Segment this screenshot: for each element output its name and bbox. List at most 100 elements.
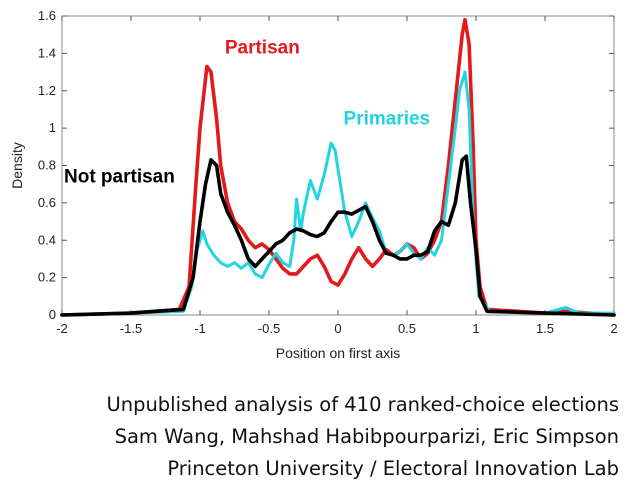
primaries-point [463, 70, 467, 74]
partisan-point [433, 239, 436, 242]
partisan-point [350, 257, 354, 261]
x-tick-label: -1.5 [120, 321, 142, 336]
not-partisan-point [60, 313, 64, 317]
not-partisan-point [240, 239, 243, 242]
not-partisan-point [474, 248, 478, 251]
partisan-point [240, 227, 243, 231]
primaries-point [454, 126, 457, 130]
x-tick-label: -0.5 [258, 321, 280, 336]
partisan-point [463, 18, 467, 22]
y-tick-label: 1.2 [38, 83, 56, 98]
partisan-point [309, 257, 312, 261]
not-partisan-point [612, 313, 616, 317]
partisan-point [329, 280, 333, 283]
primaries-point [212, 253, 216, 257]
not-partisan-point [316, 235, 319, 238]
y-tick-label: 0.8 [38, 158, 56, 173]
partisan-point [412, 246, 416, 249]
not-partisan-point [398, 257, 402, 261]
primaries-point [281, 261, 285, 265]
not-partisan-point [204, 182, 207, 186]
not-partisan-point [433, 229, 436, 233]
not-partisan-point [460, 158, 464, 162]
x-tick-label: -1 [194, 321, 206, 336]
y-tick-label: 0.6 [38, 195, 56, 210]
not-partisan-point [295, 227, 298, 231]
x-tick-label: 0.5 [398, 321, 416, 336]
partisan-point [281, 267, 285, 270]
partisan-point [378, 257, 381, 261]
primaries-point [364, 201, 367, 205]
primaries-point [357, 220, 361, 223]
not-partisan-point [343, 210, 347, 214]
partisan-point [371, 265, 374, 268]
not-partisan-point [385, 252, 388, 255]
not-partisan-point [419, 253, 423, 257]
not-partisan-point [219, 192, 222, 195]
primaries-point [295, 197, 298, 201]
not-partisan-point [267, 250, 271, 253]
not-partisan-point [426, 250, 430, 253]
not-partisan-point [198, 220, 202, 223]
primaries-point [398, 250, 402, 253]
not-partisan-point [357, 209, 361, 212]
not-partisan-point [371, 220, 374, 223]
not-partisan-point [454, 201, 457, 205]
primaries-point [329, 141, 333, 145]
y-tick-label: 1.6 [38, 8, 56, 23]
not-partisan-point [329, 220, 333, 223]
primaries-point [205, 242, 209, 246]
caption-line-3: Princeton University / Electoral Innovat… [167, 457, 619, 480]
partisan-point [322, 265, 326, 268]
primaries-point [233, 261, 236, 265]
partisan-point [454, 98, 457, 102]
caption-line-2: Sam Wang, Mahshad Habibpourparizi, Eric … [114, 425, 619, 448]
x-tick-label: 0 [334, 321, 341, 336]
primaries-point [302, 210, 305, 214]
primaries-point [267, 263, 271, 266]
not-partisan-point [302, 229, 305, 233]
not-partisan-point [129, 311, 133, 315]
not-partisan-point [191, 276, 195, 279]
partisan-point [336, 283, 340, 287]
primaries-point [322, 173, 326, 177]
y-tick-label: 0.2 [38, 270, 56, 285]
not-partisan-point [405, 257, 409, 261]
series-layer [60, 17, 616, 317]
primaries-point [219, 261, 222, 265]
partisan-point [471, 145, 475, 149]
primaries-point [564, 306, 567, 309]
x-axis-title: Position on first axis [276, 345, 401, 361]
x-tick-label: 1 [472, 321, 479, 336]
partisan-point [447, 164, 450, 167]
y-tick-label: 0 [49, 307, 56, 322]
partisan-point [364, 257, 367, 261]
caption-line-1: Unpublished analysis of 410 ranked-choic… [106, 393, 619, 416]
primaries-point [467, 108, 471, 111]
plot-axes: -2 -1.5 -1 -0.5 0 0.5 1 1.5 2 0 0.2 0.4 0.6 0.8 1 1.2 1.… [38, 8, 618, 336]
partisan-point [219, 164, 222, 167]
primaries-point [226, 265, 229, 268]
partisan-point [295, 272, 298, 276]
primaries-point [274, 252, 278, 255]
not-partisan-point [412, 253, 416, 257]
not-partisan-point [478, 295, 482, 298]
not-partisan-point [288, 231, 292, 235]
partisan-point [357, 246, 361, 249]
partisan-point [288, 272, 292, 276]
primaries-point [253, 272, 257, 276]
not-partisan-point [378, 239, 381, 242]
partisan-point [194, 182, 198, 186]
not-partisan-point [253, 265, 257, 268]
not-partisan-point [322, 231, 326, 235]
not-partisan-point [226, 210, 229, 214]
partisan-point [460, 33, 464, 36]
not-partisan-point [274, 242, 278, 246]
x-tick-label: -2 [56, 321, 68, 336]
partisan-point [226, 201, 229, 205]
partisan-point [302, 265, 305, 268]
x-tick-label: 1.5 [536, 321, 554, 336]
partisan-point [215, 117, 218, 121]
not-partisan-point [469, 201, 472, 205]
not-partisan-series-label: Not partisan [64, 166, 175, 187]
